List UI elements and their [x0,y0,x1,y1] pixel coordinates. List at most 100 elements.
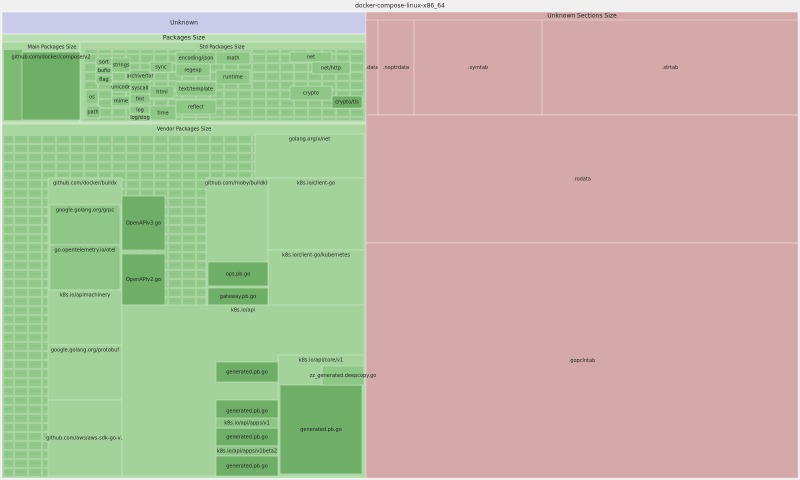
node-label: k8s.io/api/apps/v1 [224,421,270,427]
treemap-node[interactable] [121,195,166,251]
main-tiles [4,50,22,120]
treemap-node[interactable] [85,105,101,119]
node-label: k8s.io/api/apps/v1beta2 [217,449,277,455]
treemap-node[interactable] [49,244,121,291]
node-label: k8s.io/apimachinery [60,293,111,299]
node-label: crypto/tls [335,100,359,106]
node-label: github.com/docker/compose/v2 [12,55,91,61]
node-label: strings [113,63,130,69]
treemap-node[interactable] [289,51,333,63]
node-label: crypto [303,91,319,97]
node-label: OpenAPIv2.go [126,277,161,283]
unknown-label: Unknown [170,20,198,27]
treemap-node[interactable] [365,114,799,244]
treemap-node[interactable] [175,99,217,115]
treemap-node[interactable] [279,384,363,475]
treemap-node[interactable] [321,365,365,386]
packages-title: Packages Size [163,35,206,42]
node-label: github.com/docker/buildx [53,181,117,187]
treemap-node[interactable] [175,63,211,77]
treemap-node[interactable] [111,57,131,73]
treemap-node[interactable] [47,289,123,346]
node-label: gateway.pb.go [220,294,256,300]
treemap-node[interactable] [95,74,113,85]
node-label: mime [114,99,128,105]
node-label: archive/tar [126,74,154,80]
treemap-node[interactable] [215,51,251,65]
node-label: generated.pb.go [226,435,268,441]
node-label: net/http [321,66,341,72]
node-label: google.golang.org/grpc [56,208,114,214]
node-label: html [156,90,167,96]
node-label: runtime [223,75,243,81]
node-label: zz_generated.deepcopy.go [310,373,377,379]
vendor-title: Vendor Packages Size [157,127,211,133]
treemap-node[interactable] [121,253,166,306]
node-label: k8s.io/api/core/v1 [299,358,343,364]
treemap-node[interactable] [215,361,279,383]
treemap-node[interactable] [111,95,131,107]
node-label: .gopclntab [569,358,596,364]
node-label: OpenAPIv3.go [126,221,161,227]
sections-title: Unknown Sections Size [547,13,617,20]
treemap-node[interactable] [331,95,363,109]
node-label: reflect [188,105,204,111]
node-label: google.golang.org/protobuf [51,348,120,354]
treemap-node[interactable] [149,61,173,73]
treemap-node[interactable] [289,85,333,101]
treemap-node[interactable] [47,344,123,401]
treemap-node[interactable] [541,19,799,116]
node-label: golang.org/x/net [289,137,330,143]
std-title: Std Packages Size [199,45,244,51]
treemap-node[interactable] [413,19,543,116]
treemap-node[interactable] [49,204,121,246]
node-label: net [307,55,315,61]
node-label: unicode [111,85,131,91]
node-label: generated.pb.go [226,370,268,376]
treemap-node[interactable] [129,69,151,83]
node-label: syscall [132,86,149,92]
node-label: .strtab [662,65,678,71]
node-label: github.com/aws/aws-sdk-go-v2 [46,436,124,442]
node-label: github.com/moby/buildkit [205,181,269,187]
node-label: log/slog [130,115,150,121]
node-label: generated.pb.go [226,409,268,415]
node-label: sort [99,60,109,66]
node-label: flag [99,77,108,83]
treemap-node[interactable] [47,399,123,477]
node-label: text/template [179,87,213,93]
treemap-node[interactable] [175,81,217,97]
treemap-node[interactable] [85,89,99,105]
node-label: generated.pb.go [300,427,342,433]
node-label: os [89,95,95,101]
treemap-node[interactable] [311,61,351,75]
treemap-node[interactable] [254,133,365,179]
node-label: k8s.io/api [231,308,255,314]
treemap-node[interactable] [207,261,269,287]
treemap-node[interactable] [215,69,251,85]
node-label: .symtab [468,65,488,71]
title: docker-compose-linux-x86_64 [355,3,445,10]
treemap-node[interactable] [365,242,799,479]
node-label: .rodata [573,177,591,183]
node-label: sync [155,65,167,71]
node-label: encoding/json [179,56,214,62]
node-label: ops.pb.go [226,272,251,278]
treemap-node[interactable] [215,417,279,429]
node-label: .noptrdata [383,65,409,71]
node-label: .data [366,65,379,71]
treemap-node[interactable] [215,455,279,477]
node-label: go.opentelemetry.io/otel [54,248,115,254]
node-label: bufio [98,68,111,74]
node-label: time [157,111,168,117]
node-label: path [87,110,98,116]
treemap-node[interactable] [21,51,81,121]
node-label: k8s.io/client-go [297,181,335,187]
node-label: log [136,108,144,114]
treemap-node[interactable] [267,249,365,306]
node-label: regexp [184,68,201,74]
treemap-node[interactable] [267,177,365,251]
main-title: Main Packages Size [28,45,77,51]
treemap-node[interactable] [149,85,175,99]
